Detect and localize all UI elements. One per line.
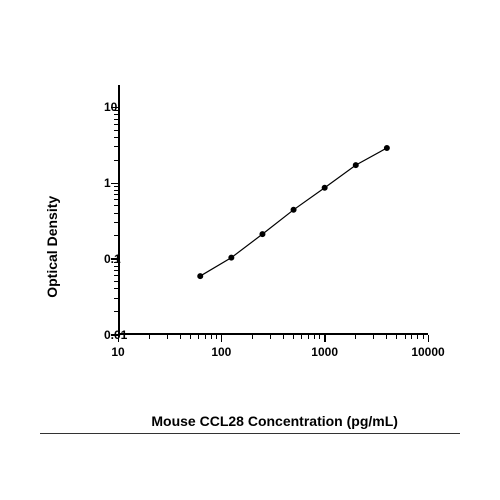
x-tick-minor xyxy=(386,335,387,339)
chart-frame: Optical Density Mouse CCL28 Concentratio… xyxy=(40,67,460,434)
x-tick-minor xyxy=(373,335,374,339)
x-axis-label: Mouse CCL28 Concentration (pg/mL) xyxy=(151,413,398,429)
x-tick-label: 100 xyxy=(211,345,231,359)
x-tick-minor xyxy=(301,335,302,339)
y-tick-major xyxy=(111,183,118,185)
x-tick-minor xyxy=(216,335,217,339)
x-tick-minor xyxy=(167,335,168,339)
data-point xyxy=(229,255,234,260)
data-point xyxy=(260,231,265,236)
data-point xyxy=(384,145,389,150)
y-axis-label: Optical Density xyxy=(44,195,60,297)
data-point xyxy=(291,207,296,212)
x-tick-minor xyxy=(314,335,315,339)
x-tick-minor xyxy=(149,335,150,339)
series-svg xyxy=(118,85,428,335)
data-point xyxy=(322,185,327,190)
x-tick-minor xyxy=(355,335,356,339)
plot-area: 101001000100000.010.1110 xyxy=(118,85,428,335)
y-tick-label: 0.01 xyxy=(104,328,105,342)
data-point xyxy=(198,273,203,278)
y-tick-label: 1 xyxy=(104,176,105,190)
x-tick-minor xyxy=(319,335,320,339)
x-tick-minor xyxy=(180,335,181,339)
x-tick-minor xyxy=(396,335,397,339)
x-tick-minor xyxy=(308,335,309,339)
x-tick-minor xyxy=(283,335,284,339)
y-tick-label: 0.1 xyxy=(104,252,105,266)
x-tick-minor xyxy=(293,335,294,339)
x-tick-minor xyxy=(211,335,212,339)
chart-container: Optical Density Mouse CCL28 Concentratio… xyxy=(0,0,500,500)
y-tick-label: 10 xyxy=(104,100,105,114)
x-tick-minor xyxy=(417,335,418,339)
data-point xyxy=(353,162,358,167)
x-tick-major xyxy=(221,335,223,342)
x-tick-label: 1000 xyxy=(311,345,338,359)
x-tick-label: 10 xyxy=(111,345,124,359)
x-tick-major xyxy=(324,335,326,342)
x-tick-minor xyxy=(190,335,191,339)
x-tick-minor xyxy=(198,335,199,339)
x-tick-minor xyxy=(405,335,406,339)
x-tick-minor xyxy=(423,335,424,339)
x-tick-minor xyxy=(252,335,253,339)
x-tick-minor xyxy=(270,335,271,339)
x-tick-major xyxy=(428,335,430,342)
x-tick-minor xyxy=(411,335,412,339)
x-tick-label: 10000 xyxy=(411,345,444,359)
x-tick-minor xyxy=(205,335,206,339)
